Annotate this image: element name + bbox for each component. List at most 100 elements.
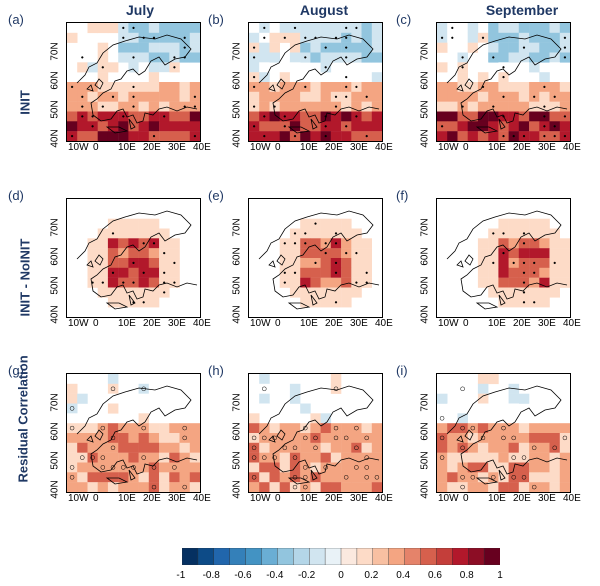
significance-marker xyxy=(132,105,135,108)
map-grid-cell xyxy=(169,23,180,34)
significance-marker xyxy=(304,56,307,59)
map-grid-cell xyxy=(447,111,458,122)
map-grid-cell xyxy=(477,383,489,394)
significance-marker xyxy=(439,455,445,460)
colorbar-tick-label: 0.8 xyxy=(459,570,474,581)
map-grid-cell xyxy=(351,228,362,239)
map-grid-cell xyxy=(447,121,458,132)
map-grid-cell xyxy=(118,42,129,53)
significance-marker xyxy=(364,455,369,460)
map-grid-cell xyxy=(159,462,170,473)
map-grid-cell xyxy=(159,52,170,63)
map-grid-cell xyxy=(447,482,458,492)
colorbar-tick-label: 0.2 xyxy=(364,570,379,581)
colorbar-tick-label: -0.8 xyxy=(202,570,220,581)
map-grid-cell xyxy=(447,472,458,483)
map-grid-cell xyxy=(539,218,550,229)
map-grid-cell xyxy=(341,297,352,308)
map-grid-cell xyxy=(467,111,479,122)
map-grid-cell xyxy=(371,23,382,34)
map-grid-cell xyxy=(87,482,98,492)
map-grid-cell xyxy=(87,258,98,269)
longitude-label: 10W xyxy=(250,493,271,504)
map-grid-cell xyxy=(289,413,301,424)
coastline xyxy=(268,78,318,134)
map-grid-cell xyxy=(159,42,170,53)
row-title-init-minus-noinit: INIT - NoINIT xyxy=(17,238,33,317)
map-grid-cell xyxy=(488,442,499,453)
longitude-label: 10W xyxy=(68,318,89,329)
map-grid-cell xyxy=(477,277,489,288)
map-grid-cell xyxy=(549,423,560,434)
significance-marker xyxy=(172,465,177,470)
map-grid-cell xyxy=(77,62,88,73)
map-grid-cell xyxy=(107,482,119,492)
coastline xyxy=(268,254,318,310)
significance-marker xyxy=(282,445,288,451)
map-grid-cell xyxy=(107,423,119,434)
map-grid-cell xyxy=(148,42,160,53)
map-grid-cell xyxy=(148,23,160,34)
map-grid-cell xyxy=(97,267,109,278)
longitude-label: 20E xyxy=(325,318,343,329)
map-grid-cell xyxy=(508,297,520,308)
map-grid-cell xyxy=(249,91,260,102)
longitude-label: 0 xyxy=(275,493,281,504)
map-grid-cell xyxy=(477,62,489,73)
coastline xyxy=(446,385,568,475)
map-area xyxy=(248,373,383,493)
row-title-residual-correlation: Residual Correlation xyxy=(15,355,31,483)
map-grid-cell xyxy=(518,101,530,112)
map-grid-cell xyxy=(159,433,170,444)
map-grid-cell xyxy=(118,423,129,434)
map-grid-cell xyxy=(289,393,301,404)
map-grid-cell xyxy=(467,482,479,492)
map-grid-cell xyxy=(138,72,150,83)
map-area xyxy=(66,22,201,142)
significance-marker xyxy=(470,425,476,431)
significance-marker xyxy=(531,445,537,451)
map-grid-cell xyxy=(361,121,372,132)
map-grid-cell xyxy=(518,423,530,434)
map-grid-cell xyxy=(300,131,311,141)
map-grid-cell xyxy=(341,423,352,434)
map-grid-cell xyxy=(518,462,530,473)
significance-marker xyxy=(439,435,445,441)
significance-marker xyxy=(522,301,526,304)
significance-marker xyxy=(132,56,135,59)
map-grid-cell xyxy=(498,42,509,53)
map-grid-cell xyxy=(488,287,499,298)
map-grid-cell xyxy=(310,248,321,259)
map-grid-cell xyxy=(330,383,342,394)
map-grid-cell xyxy=(488,452,499,463)
map-grid-cell xyxy=(361,82,372,93)
significance-marker xyxy=(324,242,327,245)
significance-marker xyxy=(343,475,349,480)
significance-marker xyxy=(501,435,506,441)
map-grid-cell xyxy=(467,23,479,34)
map-grid-cell xyxy=(351,91,362,102)
map-grid-cell xyxy=(539,52,550,63)
latitude-label: 70N xyxy=(231,218,243,237)
map-grid-cell xyxy=(518,442,530,453)
map-grid-cell xyxy=(361,423,372,434)
longitude-label: 40E xyxy=(193,142,211,153)
colorbar-segment xyxy=(324,548,342,565)
map-grid-cell xyxy=(477,258,489,269)
map-grid-cell xyxy=(488,374,499,385)
map-grid-cell xyxy=(138,413,150,424)
map-grid-cell xyxy=(300,462,311,473)
map-grid-cell xyxy=(341,433,352,444)
map-grid-cell xyxy=(279,472,291,483)
map-grid-cell xyxy=(118,91,129,102)
longitude-label: 0 xyxy=(275,318,281,329)
map-grid-cell xyxy=(361,52,372,63)
map-grid-cell xyxy=(289,472,301,483)
map-grid-cell xyxy=(128,248,139,259)
map-grid-cell xyxy=(169,82,180,93)
map-grid-cell xyxy=(320,52,332,63)
map-grid-cell xyxy=(138,218,150,229)
map-grid-cell xyxy=(67,462,78,473)
map-grid-cell xyxy=(179,442,190,453)
longitude-label: 40E xyxy=(193,493,211,504)
